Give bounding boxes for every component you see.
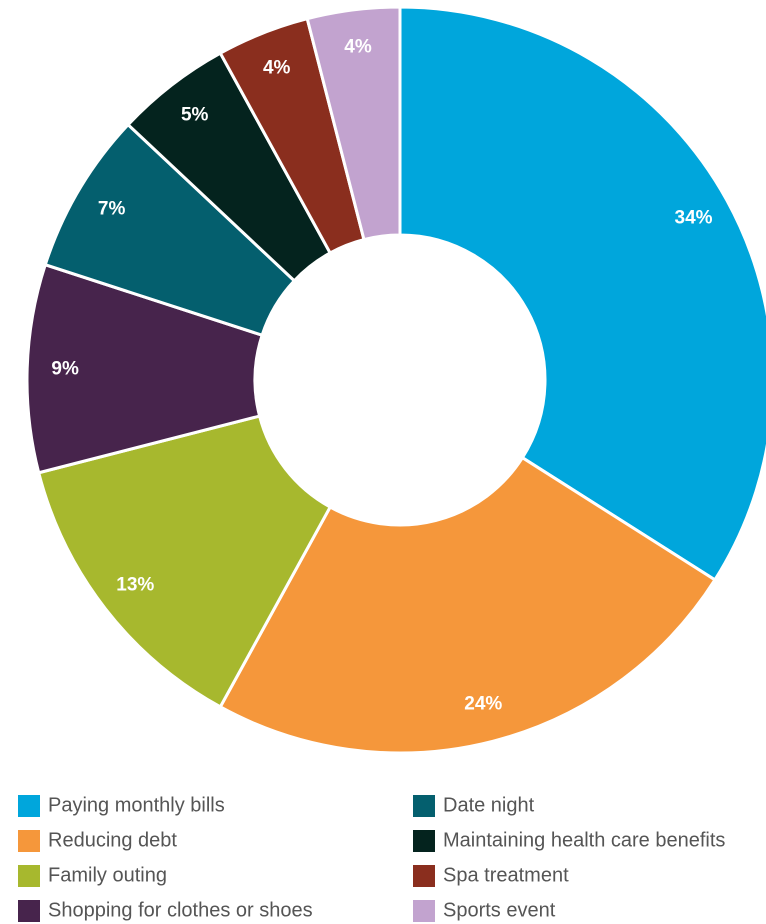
value-label: 34%: [675, 208, 713, 229]
slice: [398, 5, 766, 582]
legend-label: Date night: [443, 794, 535, 816]
legend-swatch: [413, 865, 435, 887]
legend-swatch: [18, 795, 40, 817]
legend-label: Spa treatment: [443, 864, 569, 886]
value-label: 24%: [464, 693, 502, 714]
legend-swatch: [18, 865, 40, 887]
legend-swatch: [413, 795, 435, 817]
value-label: 5%: [181, 104, 209, 125]
legend-label: Maintaining health care benefits: [443, 829, 725, 851]
value-label: 4%: [344, 37, 372, 58]
legend-label: Shopping for clothes or shoes: [48, 899, 313, 921]
legend-swatch: [413, 830, 435, 852]
legend-swatch: [413, 900, 435, 922]
value-label: 4%: [263, 58, 291, 79]
legend-label: Reducing debt: [48, 829, 177, 851]
value-label: 9%: [51, 358, 79, 379]
legend-label: Paying monthly bills: [48, 794, 225, 816]
value-label: 7%: [98, 198, 126, 219]
legend-label: Family outing: [48, 864, 167, 886]
slice: [218, 455, 718, 755]
value-label: 13%: [116, 574, 154, 595]
legend-swatch: [18, 830, 40, 852]
slice: [36, 414, 333, 709]
legend-swatch: [18, 900, 40, 922]
legend-label: Sports event: [443, 899, 556, 921]
slice: [305, 5, 402, 242]
